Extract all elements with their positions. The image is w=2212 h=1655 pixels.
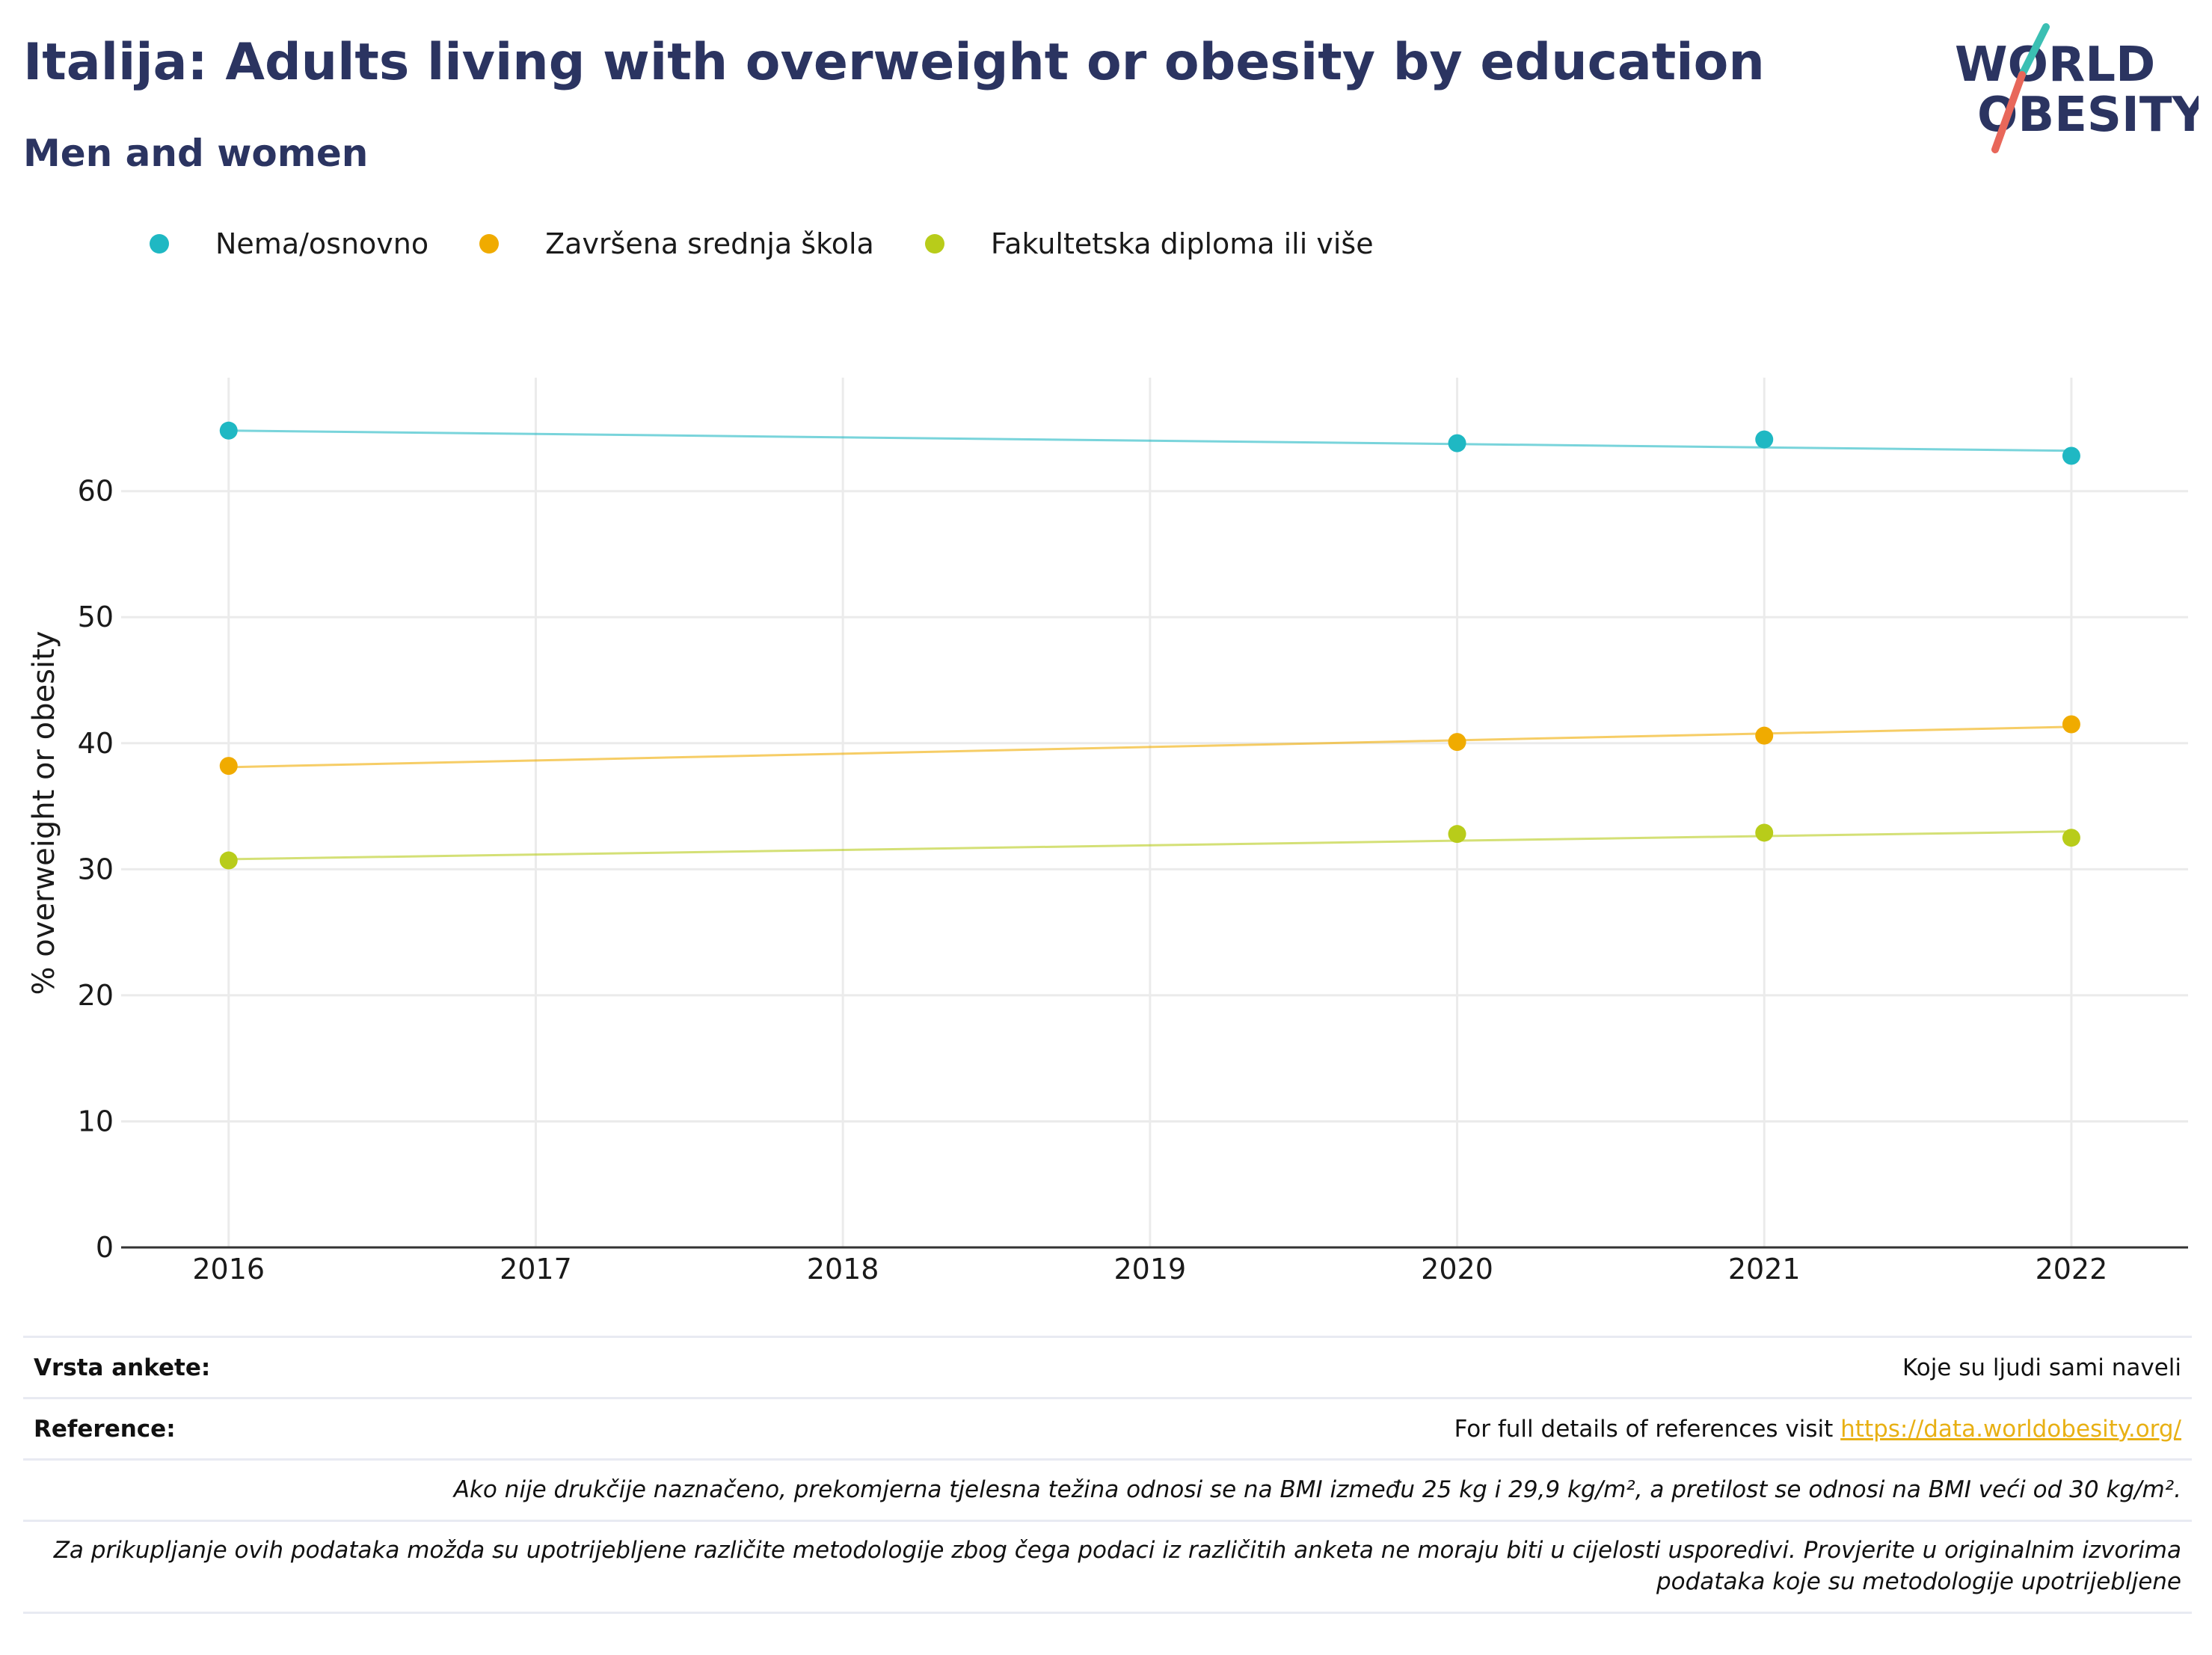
- reference-value: For full details of references visit htt…: [1454, 1416, 2181, 1443]
- legend-marker-series-3: [924, 234, 944, 254]
- methodology-note: Za prikupljanje ovih podataka možda su u…: [53, 1537, 2181, 1595]
- series-2-point-2022: [2062, 715, 2080, 734]
- survey-type-value: Koje su ljudi sami naveli: [1902, 1354, 2181, 1381]
- survey-type-label: Vrsta ankete:: [34, 1354, 211, 1381]
- logo-slash-coral: [1991, 71, 2026, 153]
- series-2-point-2016: [219, 757, 238, 776]
- reference-label: Reference:: [34, 1415, 176, 1443]
- x-tick-label-2019: 2019: [1113, 1253, 1186, 1286]
- logo-slash-teal: [2018, 23, 2050, 79]
- chart-footer: Vrsta ankete: Koje su ljudi sami naveli …: [23, 1336, 2192, 1614]
- chart-title: Italija: Adults living with overweight o…: [23, 33, 1765, 92]
- x-tick-label-2017: 2017: [500, 1253, 572, 1286]
- x-tick-label-2018: 2018: [807, 1253, 879, 1286]
- legend-label-series-1: Nema/osnovno: [215, 227, 429, 260]
- reference-text: For full details of references visit: [1454, 1415, 1841, 1443]
- series-2-point-2020: [1448, 733, 1466, 752]
- series-3-point-2021: [1755, 823, 1774, 842]
- reference-row: Reference: For full details of reference…: [23, 1397, 2192, 1458]
- legend-item-series-3[interactable]: Fakultetska diploma ili više: [924, 227, 1374, 260]
- chart-legend: Nema/osnovno Završena srednja škola Faku…: [150, 221, 1425, 266]
- line-chart: 0 10 20 30 40 50 60 2016 2017 2018 2019 2020 2021 202…: [27, 378, 2188, 1286]
- y-tick-label-20: 20: [78, 979, 114, 1012]
- legend-item-series-2[interactable]: Završena srednja škola: [479, 227, 874, 260]
- x-tick-label-2021: 2021: [1728, 1253, 1801, 1286]
- legend-label-series-3: Fakultetska diploma ili više: [990, 227, 1374, 260]
- x-tick-label-2016: 2016: [192, 1253, 265, 1286]
- series-1-point-2020: [1448, 434, 1466, 452]
- series-3-point-2022: [2062, 829, 2080, 847]
- y-tick-label-40: 40: [78, 727, 114, 760]
- x-tick-label-2020: 2020: [1421, 1253, 1493, 1286]
- x-tick-label-2022: 2022: [2036, 1253, 2108, 1286]
- y-tick-label-10: 10: [78, 1105, 114, 1137]
- definition-note-row: Ako nije drukčije naznačeno, prekomjerna…: [23, 1458, 2192, 1520]
- series-2-point-2021: [1755, 726, 1774, 745]
- world-obesity-logo[interactable]: WORLD OBESITY: [1944, 22, 2199, 157]
- legend-marker-series-1: [150, 234, 169, 254]
- series-3-point-2016: [219, 851, 238, 870]
- series-1-point-2022: [2062, 446, 2080, 465]
- y-tick-label-30: 30: [78, 853, 114, 885]
- series-1-point-2021: [1755, 430, 1774, 449]
- logo-text-world: WORLD: [1955, 37, 2155, 93]
- survey-type-row: Vrsta ankete: Koje su ljudi sami naveli: [23, 1336, 2192, 1397]
- legend-marker-series-2: [479, 234, 500, 254]
- reference-link[interactable]: https://data.worldobesity.org/: [1840, 1415, 2181, 1443]
- series-1-point-2016: [219, 421, 238, 440]
- y-axis-title: % overweight or obesity: [27, 631, 61, 995]
- legend-label-series-2: Završena srednja škola: [545, 227, 874, 260]
- series-3-point-2020: [1448, 825, 1466, 844]
- y-tick-label-50: 50: [78, 601, 114, 633]
- legend-item-series-1[interactable]: Nema/osnovno: [150, 227, 428, 260]
- methodology-note-row: Za prikupljanje ovih podataka možda su u…: [23, 1520, 2192, 1614]
- y-tick-label-0: 0: [96, 1231, 114, 1264]
- chart-subtitle: Men and women: [23, 132, 369, 175]
- y-tick-label-60: 60: [78, 475, 114, 508]
- definition-note: Ako nije drukčije naznačeno, prekomjerna…: [453, 1476, 2181, 1503]
